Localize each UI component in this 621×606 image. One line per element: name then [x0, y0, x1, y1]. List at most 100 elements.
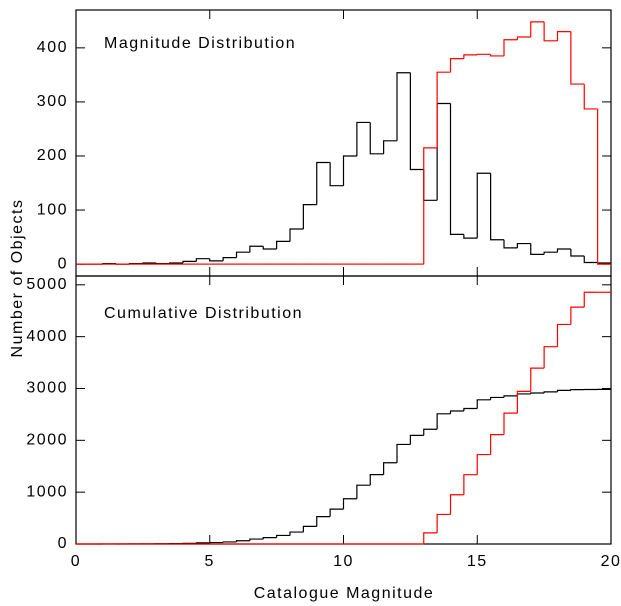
histogram-step	[383, 140, 397, 154]
histogram-step	[262, 246, 277, 250]
histogram-step	[235, 540, 250, 542]
histogram-step	[476, 172, 491, 239]
histogram-step	[476, 399, 491, 409]
histogram-step	[423, 532, 438, 544]
histogram-step	[423, 428, 438, 436]
histogram-step	[543, 21, 558, 42]
histogram-step	[222, 541, 237, 543]
histogram-step	[516, 393, 531, 396]
histogram-step	[570, 248, 585, 257]
histogram-step	[556, 389, 571, 392]
histogram-step	[316, 161, 331, 205]
histogram-step	[142, 262, 157, 264]
histogram-step	[543, 346, 558, 369]
y-tick-label: 0	[58, 535, 68, 552]
x-tick-label: 0	[71, 553, 81, 570]
histogram-step	[583, 255, 598, 264]
x-tick-label: 20	[601, 553, 621, 570]
histogram-step	[503, 39, 518, 56]
histogram-step	[423, 147, 438, 265]
histogram-step	[463, 407, 478, 411]
histogram-step	[409, 434, 424, 445]
histogram-step	[503, 239, 518, 249]
x-tick-label: 10	[333, 553, 354, 570]
histogram-step	[409, 72, 424, 171]
histogram-step	[329, 508, 344, 517]
histogram-step	[369, 122, 384, 155]
histogram-step	[449, 410, 464, 414]
y-axis-label: Number of Objects	[9, 199, 26, 358]
histogram-step	[182, 260, 197, 264]
histogram-step	[530, 243, 545, 255]
panel-title: Magnitude Distribution	[104, 35, 296, 52]
x-tick-label: 5	[205, 553, 215, 570]
histogram-step	[516, 36, 531, 40]
histogram-step	[530, 21, 545, 38]
histogram-step	[262, 537, 277, 540]
histogram-step	[597, 262, 611, 264]
x-tick-label: 15	[467, 553, 488, 570]
histogram-step	[570, 306, 585, 325]
histogram-step	[570, 31, 585, 85]
histogram-step	[543, 391, 558, 393]
histogram-step	[490, 54, 504, 57]
histogram-step	[490, 173, 504, 241]
y-tick-label: 4000	[26, 328, 68, 345]
histogram-step	[329, 162, 344, 187]
histogram-step	[449, 103, 464, 235]
histogram-step	[463, 54, 478, 59]
histogram-step	[222, 257, 237, 261]
histogram-step	[383, 462, 397, 475]
histogram-step	[302, 525, 317, 533]
histogram-step	[423, 169, 438, 201]
histogram-step	[289, 531, 304, 536]
histogram-step	[556, 323, 571, 347]
histogram-step	[396, 443, 411, 463]
y-tick-label: 5000	[26, 276, 68, 293]
histogram-step	[276, 534, 290, 538]
histogram-step	[235, 251, 250, 258]
histogram-step	[342, 498, 357, 510]
y-tick-label: 100	[37, 201, 68, 218]
histogram-step	[597, 108, 611, 265]
histogram-step	[463, 234, 478, 239]
histogram-step	[436, 102, 451, 201]
histogram-step	[583, 291, 598, 308]
histogram-step	[449, 494, 464, 515]
histogram-step	[356, 121, 371, 156]
histogram-step	[342, 155, 357, 186]
histogram-step	[302, 204, 317, 229]
histogram-step	[570, 389, 585, 391]
histogram-step	[556, 31, 571, 41]
histogram-step	[356, 484, 371, 499]
y-tick-label: 0	[58, 255, 68, 272]
y-tick-label: 2000	[26, 432, 68, 449]
histogram-step	[476, 53, 491, 55]
histogram-step	[516, 390, 531, 414]
histogram-step	[249, 245, 264, 253]
histogram-step	[449, 58, 464, 73]
y-tick-label: 200	[37, 147, 68, 164]
histogram-step	[276, 240, 290, 249]
y-tick-label: 300	[37, 93, 68, 110]
histogram-step	[490, 434, 504, 455]
histogram-step	[396, 72, 411, 141]
panel-title: Cumulative Distribution	[104, 305, 303, 322]
histogram-step	[530, 392, 545, 394]
histogram-step	[289, 228, 304, 242]
histogram-step	[583, 84, 598, 110]
histogram-step	[155, 262, 170, 265]
histogram-step	[209, 258, 224, 262]
histogram-step	[249, 538, 264, 541]
histogram-step	[490, 396, 504, 400]
y-tick-label: 3000	[26, 380, 68, 397]
histogram-step	[169, 262, 183, 264]
histogram-step	[503, 395, 518, 398]
histogram-step	[436, 513, 451, 533]
histogram-step	[516, 242, 531, 248]
histogram-step	[543, 251, 558, 255]
y-tick-label: 1000	[26, 483, 68, 500]
histogram-step	[476, 453, 491, 475]
histogram-step	[195, 258, 210, 262]
